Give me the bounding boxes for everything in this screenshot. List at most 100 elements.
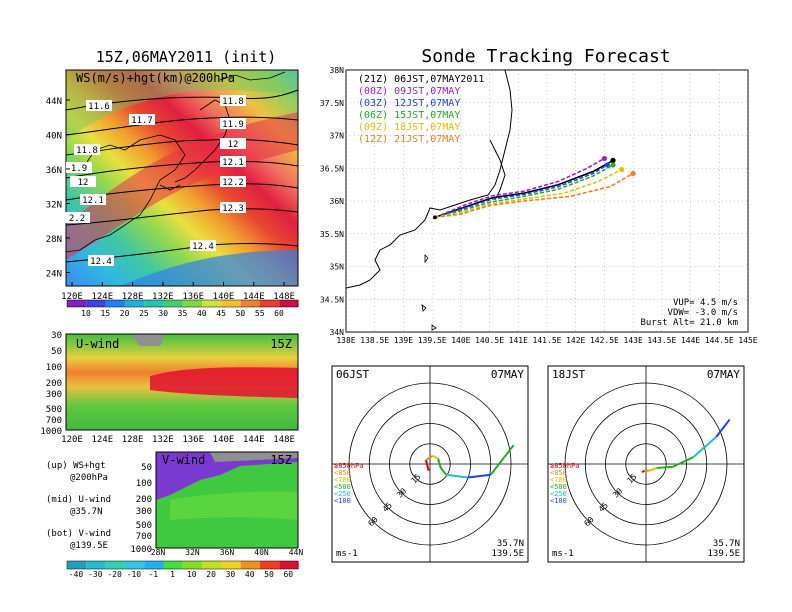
wind-colorbar-tick: -10 [127,570,142,579]
hodo-level-label: <250 [550,490,567,498]
hodo-segment [425,455,434,461]
ws-colorbar-swatch [67,300,87,307]
ws-colorbar-swatch [144,300,164,307]
track-legend-entry: (00Z) 09JST,07MAY [358,86,460,97]
contour-label-bg [220,138,246,149]
hodo-level-label: <100 [550,497,567,505]
track-lon-label: 141.5E [533,336,562,345]
hodo-rings [548,366,744,562]
u-wind-y-label: 100 [46,363,62,373]
track-lat-label: 36.5N [320,164,344,173]
u-wind-x-label: 132E [152,435,174,445]
contour-label: 1.9 [71,164,87,174]
wind-colorbar-swatch [86,561,106,569]
contour-label-bg [220,95,246,106]
contour-label: 12.1 [222,158,244,168]
track-lon-label: 143E [624,336,643,345]
track-lon-label: 142E [566,336,585,345]
hodo-level-label: <500 [334,483,351,491]
wind-colorbar-swatch [144,561,164,569]
u-wind-y-label: 200 [46,379,62,389]
track-line [434,164,608,219]
panel-notes: (up) WS+hgt @200hPa (mid) U-wind @35.7N (bot… [46,461,111,551]
ws-colorbar-tick: 35 [178,309,188,318]
v-wind-upper [156,452,298,500]
contour-label-bg [66,162,92,173]
ws-colorbar-tick: 25 [139,309,149,318]
ws-lat-label: 28N [46,235,62,245]
ws-colorbar-swatch [124,300,145,307]
track-lon-label: 144E [681,336,700,345]
wind-colorbar-tick: 50 [264,570,274,579]
wind-colorbar-swatch [67,561,87,569]
hodo-lon: 139.5E [491,549,524,559]
note-sub: @139.5E [70,541,108,551]
u-wind-x-label: 144E [243,435,265,445]
track-lines [433,155,636,220]
v-wind-y-label: 50 [141,463,152,473]
u-wind-time: 15Z [270,337,292,351]
v-wind-mid [170,491,298,520]
v-wind-y-label: 100 [136,479,152,489]
hodo-level-label: <700 [550,476,567,484]
hodo-segment [437,458,442,469]
ws-lon-label: 140E [213,292,235,302]
contour-label-bg [220,176,246,187]
track-grid [346,70,748,332]
left-title: 15Z,06MAY2011 (init) [96,48,277,66]
ws-colorbar-tick: 10 [81,309,91,318]
track-lon-label: 138.5E [360,336,389,345]
hodo-segment [648,467,658,472]
ws-lon-label: 132E [152,292,174,302]
note-head: (up) WS+hgt [46,461,106,471]
contour-label: 11.8 [76,146,98,156]
hodo-lat: 35.7N [713,539,740,549]
u-wind-x-label: 140E [213,435,235,445]
contour-label: 12 [228,140,239,150]
wind-colorbar-swatch [279,561,299,569]
u-wind-x-label: 120E [61,435,83,445]
u-wind-x-label: 124E [91,435,113,445]
right-title: Sonde Tracking Forecast [421,46,670,67]
contour-label: 11.6 [88,102,110,112]
track-lat-label: 35.5N [320,230,344,239]
track-lon-label: 139.5E [418,336,447,345]
track-burst-point [619,166,625,173]
contour-label: 12.4 [90,257,112,267]
ws-colorbar-swatch [260,300,280,307]
ws-colorbar-tick: 60 [274,309,284,318]
track-legend-entry: (09Z) 18JST,07MAY [358,122,460,133]
ws-colorbar-swatch [202,300,222,307]
track-burst-point [601,155,608,162]
contour-labels: 11.6 11.7 11.8 11.8 11.9 12 12.1 12.2 12.3 12.4 12… [64,95,246,267]
ws-colorbar-swatch [105,300,125,307]
contour-label: 11.7 [131,116,153,126]
hodo-level-label: <100 [334,497,351,505]
v-wind-x-label: 44N [289,548,304,557]
contour-label-bg [86,100,112,111]
track-lon-label: 142.5E [590,336,619,345]
track-lat-label: 36N [330,197,345,206]
wind-colorbar-swatch [182,561,203,569]
track-panel: (21Z) 06JST,07MAY2011(00Z) 09JST,07MAY(0… [320,66,758,345]
contour-label: 12.1 [82,196,104,206]
track-lon-label: 145E [738,336,757,345]
hodo-level-label: <850 [550,469,567,477]
hodo-segment [692,436,717,458]
v-wind-y-label: 500 [136,521,152,531]
wind-colorbar-swatch [124,561,145,569]
hodo-segment [656,465,674,470]
track-burst-point [630,170,636,177]
track-lon-label: 140E [451,336,470,345]
contour-label: 11.9 [222,120,244,130]
v-wind-y-label: 300 [136,507,152,517]
hodo-segment [440,467,447,476]
u-gray-top [130,334,165,346]
track-lon-label: 140.5E [475,336,504,345]
v-wind-time: 15Z [270,453,292,467]
ws-colorbar-swatch [279,300,299,307]
u-jet-core [150,367,298,398]
track-lat-label: 38N [330,66,345,75]
track-legend-entry: (03Z) 12JST,07MAY [358,98,460,109]
